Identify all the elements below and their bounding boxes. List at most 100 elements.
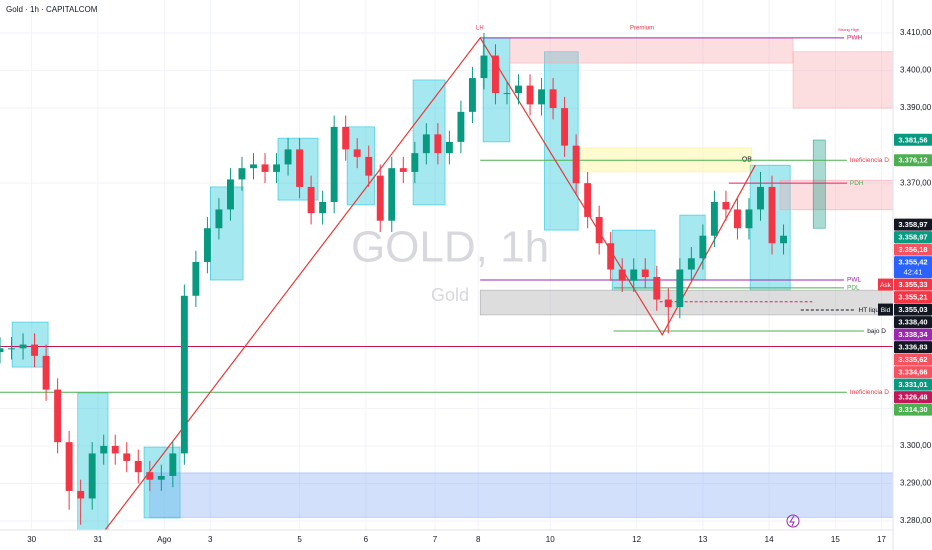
price-badge <box>894 328 932 341</box>
price-tag-label: Bid <box>881 307 891 314</box>
candle-body <box>630 269 638 281</box>
candle-body <box>8 348 15 350</box>
zone <box>779 179 894 211</box>
alert-icon[interactable] <box>786 514 800 528</box>
x-tick-label: 12 <box>632 535 641 544</box>
price-badge <box>894 366 932 379</box>
price-badge-label: 3.314,30 <box>898 405 927 414</box>
candle-body <box>676 269 684 308</box>
x-tick-label: 14 <box>765 535 774 544</box>
zone <box>509 37 794 64</box>
x-tick-label: 5 <box>297 535 302 544</box>
candle-body <box>296 149 304 187</box>
candle-body <box>353 149 361 157</box>
candle-body <box>422 134 430 154</box>
candle-body <box>445 141 453 154</box>
candle-body <box>65 442 73 491</box>
price-badge-label: 3.356,18 <box>898 245 927 254</box>
x-tick-label: 30 <box>27 535 36 544</box>
annotation: Strong High <box>838 27 859 32</box>
candle-body <box>261 164 269 172</box>
candle-body <box>319 201 327 214</box>
x-tick-label: 7 <box>433 535 438 544</box>
candle-body <box>641 269 649 278</box>
candle-body <box>123 453 131 461</box>
candle-body <box>342 126 350 150</box>
price-badge <box>894 154 932 167</box>
zone <box>209 186 244 281</box>
price-badge-label: 3.358,97 <box>898 220 927 229</box>
candle-body <box>595 216 603 244</box>
y-tick-label: 3.300,00 <box>900 441 932 450</box>
price-badge <box>894 291 932 304</box>
annotation: LH <box>476 26 484 32</box>
price-badge <box>894 278 932 291</box>
level-label: PDL <box>847 285 860 292</box>
price-badge-label: 3.326,48 <box>898 393 927 402</box>
candle-body <box>710 201 718 236</box>
candle-body <box>146 472 154 480</box>
price-badge-label: 3.336,83 <box>898 343 927 352</box>
price-badge <box>894 378 932 391</box>
price-badge-label: 3.376,12 <box>898 156 927 165</box>
candle-body <box>618 269 626 281</box>
x-tick-label: 10 <box>546 535 555 544</box>
candle-body <box>100 445 108 454</box>
price-badge <box>894 353 932 366</box>
candle-body <box>526 85 534 105</box>
candle-body <box>768 186 776 244</box>
price-badge <box>894 218 932 231</box>
level-label: Ineficiencia D <box>850 389 889 396</box>
candle-body <box>0 348 4 353</box>
price-badge-countdown: 42:41 <box>904 268 923 277</box>
candle-body <box>757 186 764 210</box>
candle-body <box>31 344 39 356</box>
price-badge-label: 3.338,40 <box>898 318 927 327</box>
candle-body <box>492 55 499 94</box>
candle-body <box>250 164 257 169</box>
candle-body <box>607 243 615 270</box>
candle-body <box>780 235 787 244</box>
x-tick-label: 17 <box>877 535 886 544</box>
price-badge <box>894 341 932 354</box>
x-tick-label: 15 <box>831 535 840 544</box>
price-badge-label: 3.334,66 <box>898 368 927 377</box>
candle-body <box>376 175 384 221</box>
candle-body <box>480 55 488 79</box>
price-badge-label: 3.331,01 <box>898 380 927 389</box>
price-badge-label: 3.358,97 <box>898 233 927 242</box>
watermark-subtitle: Gold <box>431 285 469 305</box>
y-tick-label: 3.290,00 <box>900 479 932 488</box>
price-badge <box>894 403 932 416</box>
candle-body <box>411 153 419 172</box>
x-tick-label: 6 <box>364 535 369 544</box>
price-badge <box>894 231 932 244</box>
price-badge <box>894 303 932 316</box>
y-tick-label: 3.400,00 <box>900 66 932 75</box>
zone <box>149 472 894 518</box>
price-tag <box>878 303 893 316</box>
chart-title: Gold · 1h · CAPITALCOM <box>6 5 98 14</box>
watermark: GOLD, 1h <box>351 223 549 272</box>
x-tick-label: 8 <box>476 535 481 544</box>
price-badge <box>894 391 932 404</box>
price-badge-label: 3.355,42 <box>898 258 927 267</box>
candle-body <box>745 209 753 229</box>
zone <box>792 51 894 109</box>
price-tag-label: Ask <box>880 282 892 289</box>
candle-body <box>134 460 142 473</box>
candle-body <box>42 355 50 390</box>
level-label: bajo D <box>867 328 886 335</box>
candle-body <box>203 228 211 262</box>
y-tick-label: 3.280,00 <box>900 516 932 525</box>
annotation: Premium <box>630 26 654 32</box>
candle-body <box>19 344 27 349</box>
price-badge <box>894 256 932 279</box>
candle-body <box>572 145 580 184</box>
candle-body <box>365 156 373 176</box>
level-label: PDH <box>850 180 864 187</box>
candle-body <box>192 261 200 296</box>
candle-body <box>515 85 522 94</box>
candle-body <box>687 258 695 270</box>
